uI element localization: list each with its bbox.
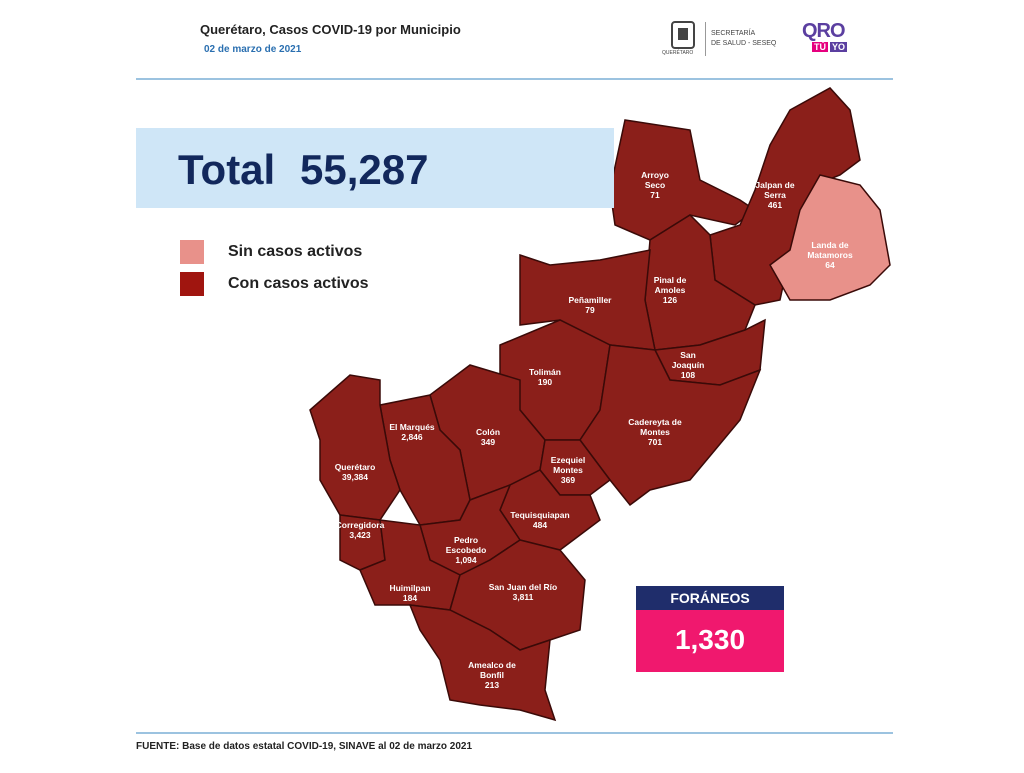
municipality-name: Pedro Escobedo (445, 535, 487, 555)
municipality-name: Colón (475, 427, 501, 437)
legend-label: Con casos activos (228, 275, 369, 292)
municipality (709, 87, 861, 306)
municipality-cases: 64 (825, 260, 835, 270)
municipality-label: Querétaro 39,384 (330, 462, 380, 482)
municipality-name: Tolimán (529, 367, 561, 377)
rule (136, 78, 893, 80)
municipality-label: Jalpan de Serra 461 (750, 180, 800, 210)
municipality-name: San Joaquín (671, 350, 705, 370)
municipality-label: Arroyo Seco 71 (635, 170, 675, 200)
date: 02 de marzo de 2021 (204, 44, 302, 55)
municipality-label: Corregidora 3,423 (330, 520, 390, 540)
municipality-name: Corregidora (335, 520, 385, 530)
municipality-cases: 3,811 (512, 592, 534, 602)
divider (705, 22, 706, 56)
municipality-cases: 2,846 (401, 432, 423, 442)
municipality-label: Colón 349 (468, 427, 508, 447)
municipality (309, 374, 401, 521)
municipality-cases: 108 (680, 370, 696, 380)
municipality-label: Ezequiel Montes 369 (546, 455, 591, 485)
municipality (609, 119, 757, 241)
total-label: Total (178, 146, 276, 193)
brand-sub: TÚ (812, 42, 828, 52)
municipality-label: San Joaquín 108 (663, 350, 713, 380)
municipality-label: Tolimán 190 (520, 367, 570, 387)
municipality-cases: 184 (402, 593, 418, 603)
municipality-label: San Juan del Río 3,811 (483, 582, 563, 602)
municipality (519, 249, 656, 351)
total-box: Total 55,287 (136, 128, 614, 208)
municipality-label: Huimilpan 184 (385, 583, 435, 603)
municipality-name: Ezequiel Montes (550, 455, 586, 475)
municipality-label: Tequisquiapan 484 (505, 510, 575, 530)
municipality-name: Pinal de Amoles (653, 275, 687, 295)
municipality-name: Querétaro (334, 462, 376, 472)
foraneos-value: 1,330 (636, 610, 784, 672)
municipality-cases: 349 (480, 437, 496, 447)
agency-line: DE SALUD - SESEQ (711, 40, 777, 47)
municipality-name: Huimilpan (389, 583, 431, 593)
municipality-name: Peñamiller (568, 295, 612, 305)
municipality-cases: 3,423 (349, 530, 371, 540)
footer: FUENTE: Base de datos estatal COVID-19, … (136, 741, 473, 752)
brand: QRO (802, 20, 846, 42)
municipality-label: Cadereyta de Montes 701 (623, 417, 688, 447)
municipality-name: Cadereyta de Montes (628, 417, 682, 437)
municipality (408, 604, 557, 722)
municipality-cases: 126 (662, 295, 678, 305)
agency-line: SECRETARÍA (711, 30, 756, 37)
municipality-label: Amealco de Bonfil 213 (462, 660, 522, 690)
municipality-cases: 213 (484, 680, 500, 690)
municipality (769, 174, 891, 301)
municipality-label: Landa de Matamoros 64 (803, 240, 858, 270)
municipality-cases: 1,094 (455, 555, 477, 565)
municipality-cases: 71 (650, 190, 660, 200)
municipality-label: El Marqués 2,846 (385, 422, 440, 442)
municipality-cases: 461 (767, 200, 783, 210)
brand-sub: YO (830, 42, 848, 52)
municipality-cases: 190 (537, 377, 553, 387)
municipality-name: San Juan del Río (488, 582, 558, 592)
municipality-name: El Marqués (389, 422, 435, 432)
municipality-cases: 484 (532, 520, 548, 530)
logo-caption: QUERÉTARO (662, 50, 694, 56)
municipality-name: Arroyo Seco (641, 170, 669, 190)
title: Querétaro, Casos COVID-19 por Municipio (200, 22, 461, 37)
foraneos-label: FORÁNEOS (636, 586, 784, 610)
municipality-cases: 369 (560, 475, 576, 485)
municipality-label: Pedro Escobedo 1,094 (444, 535, 489, 565)
legend-swatch (180, 272, 204, 296)
municipality-cases: 39,384 (342, 472, 368, 482)
foraneos-box: FORÁNEOS 1,330 (636, 586, 784, 672)
municipality-name: Tequisquiapan (510, 510, 570, 520)
legend-swatch (180, 240, 204, 264)
municipality-name: Jalpan de Serra (755, 180, 795, 200)
municipality-cases: 701 (647, 437, 663, 447)
total-value: 55,287 (300, 146, 429, 193)
legend-label: Sin casos activos (228, 243, 363, 260)
municipality-label: Pinal de Amoles 126 (648, 275, 693, 305)
municipality-label: Peñamiller 79 (560, 295, 620, 315)
municipality-cases: 79 (585, 305, 595, 315)
municipality-name: Landa de Matamoros (807, 240, 853, 260)
rule (136, 732, 893, 734)
municipality (579, 344, 762, 507)
state-logo (671, 21, 695, 49)
municipality-name: Amealco de Bonfil (468, 660, 516, 680)
municipality (359, 519, 461, 611)
